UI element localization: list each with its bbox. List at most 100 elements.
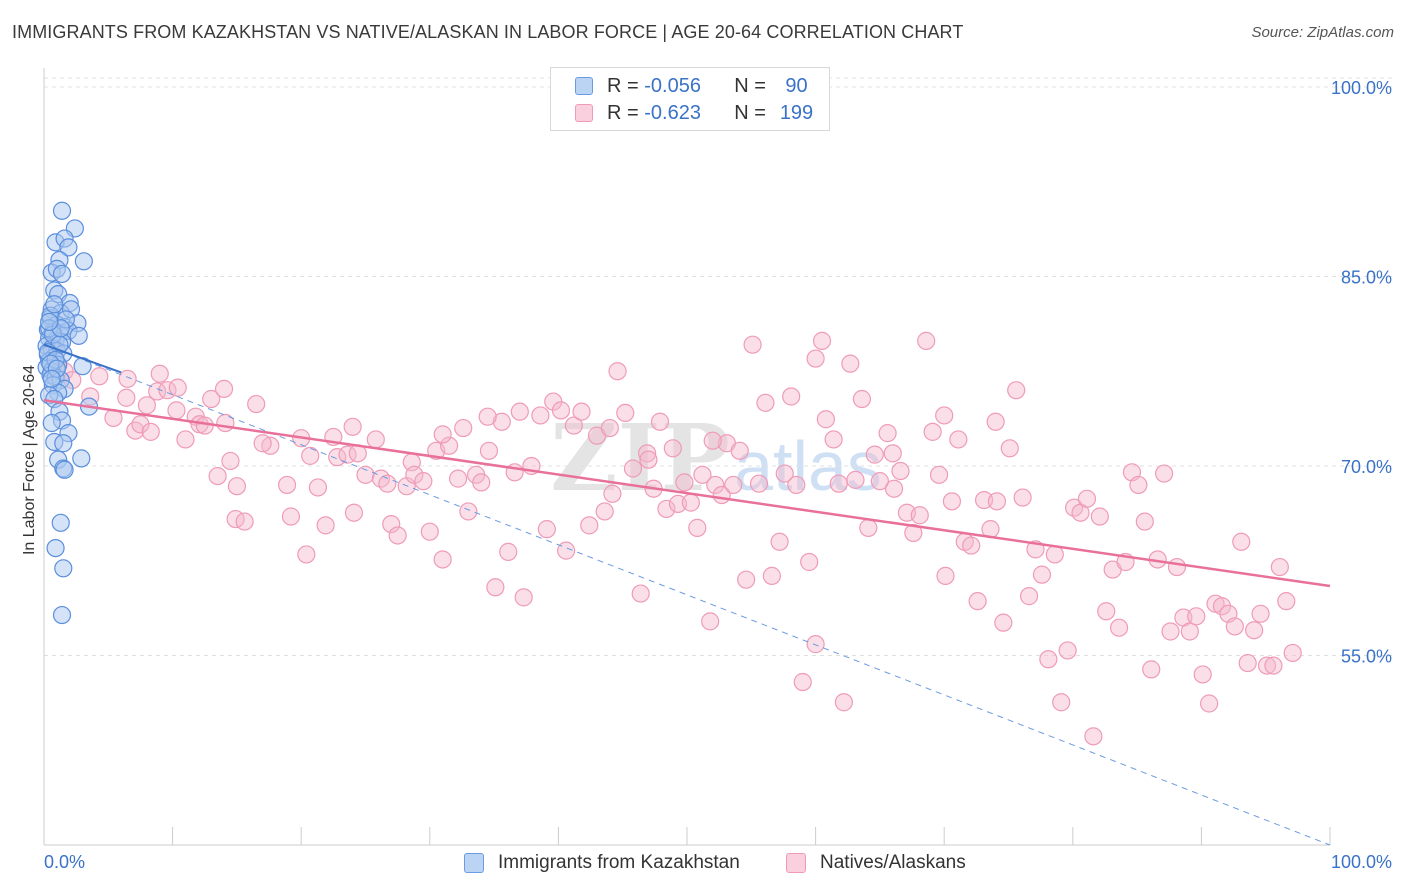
legend-r-value: -0.056 xyxy=(644,74,701,97)
data-point-natives xyxy=(141,422,160,441)
data-point-kazakhstan xyxy=(59,238,78,257)
data-point-kazakhstan xyxy=(54,434,73,453)
data-point-natives xyxy=(974,490,994,510)
data-point-kazakhstan xyxy=(40,312,59,332)
data-point-natives xyxy=(118,369,137,388)
data-point-natives xyxy=(1045,545,1064,564)
data-point-natives xyxy=(870,472,890,491)
data-point-natives xyxy=(1052,693,1071,712)
data-point-natives xyxy=(917,331,936,350)
data-point-natives xyxy=(1135,512,1154,531)
data-point-natives xyxy=(1013,488,1032,507)
data-point-natives xyxy=(603,484,622,503)
legend-label-kazakhstan: Immigrants from Kazakhstan xyxy=(498,852,740,873)
data-point-natives xyxy=(703,431,722,450)
data-point-natives xyxy=(787,475,806,495)
data-point-natives xyxy=(968,592,987,611)
data-point-natives xyxy=(478,407,497,426)
legend-swatch-pink xyxy=(786,853,806,873)
data-point-natives xyxy=(316,516,335,535)
data-point-natives xyxy=(595,502,614,521)
legend-row-kazakhstan: R = -0.056 N = 90 xyxy=(575,74,822,98)
data-point-natives xyxy=(281,507,301,526)
legend-r-label: R = xyxy=(607,101,639,124)
data-point-natives xyxy=(762,566,781,585)
data-point-natives xyxy=(749,474,769,493)
data-point-natives xyxy=(1039,650,1058,669)
data-point-natives xyxy=(1193,665,1212,684)
data-point-kazakhstan xyxy=(72,449,91,468)
data-point-kazakhstan xyxy=(54,559,73,578)
legend-swatch-blue xyxy=(464,853,484,873)
source-note: Source: ZipAtlas.com xyxy=(1251,24,1394,41)
data-point-natives xyxy=(1161,622,1180,641)
data-point-natives xyxy=(454,418,473,438)
data-point-natives xyxy=(564,416,583,435)
data-point-natives xyxy=(812,331,832,350)
data-point-natives xyxy=(90,367,109,386)
data-point-natives xyxy=(117,388,136,407)
data-point-natives xyxy=(208,466,227,486)
data-point-natives xyxy=(846,470,865,489)
data-point-natives xyxy=(806,349,825,368)
data-point-kazakhstan xyxy=(45,295,64,314)
legend-n-value: 90 xyxy=(785,74,808,97)
legend-n-label: N = xyxy=(734,74,766,97)
data-point-natives xyxy=(514,588,533,607)
data-point-natives xyxy=(730,441,749,460)
data-point-natives xyxy=(1090,507,1109,526)
data-point-natives xyxy=(297,545,316,564)
trend-line-kazakhstan xyxy=(43,343,122,374)
data-point-natives xyxy=(472,473,491,492)
data-point-natives xyxy=(1270,557,1289,577)
data-point-natives xyxy=(737,570,756,589)
y-tick-label: 85.0% xyxy=(1341,267,1392,287)
data-point-natives xyxy=(986,412,1005,431)
data-point-natives xyxy=(1245,621,1264,640)
data-point-natives xyxy=(1167,557,1187,577)
data-point-natives xyxy=(816,410,835,429)
data-point-natives xyxy=(1232,532,1251,551)
data-point-natives xyxy=(663,439,682,458)
data-point-natives xyxy=(688,518,707,537)
data-point-natives xyxy=(551,401,571,420)
data-point-kazakhstan xyxy=(51,513,70,532)
data-point-natives xyxy=(202,389,221,409)
data-point-natives xyxy=(806,635,825,654)
data-point-natives xyxy=(756,393,775,412)
data-point-natives xyxy=(936,566,955,585)
data-point-natives xyxy=(910,506,929,525)
legend-n-label: N = xyxy=(734,101,766,124)
data-point-natives xyxy=(1264,656,1283,675)
legend-row-natives: R = -0.623 N = 199 xyxy=(575,101,822,125)
data-point-natives xyxy=(439,436,459,455)
data-point-kazakhstan xyxy=(69,326,88,345)
data-point-natives xyxy=(221,451,240,471)
data-point-natives xyxy=(929,465,949,484)
y-tick-label: 100.0% xyxy=(1331,78,1392,98)
data-point-natives xyxy=(479,441,499,460)
legend-r-label: R = xyxy=(607,74,639,97)
x-tick-label-min: 0.0% xyxy=(44,852,85,872)
data-point-natives xyxy=(356,465,375,484)
data-point-kazakhstan xyxy=(42,413,61,433)
data-point-natives xyxy=(834,693,853,712)
data-point-natives xyxy=(884,479,904,498)
data-point-natives xyxy=(499,542,518,561)
data-point-natives xyxy=(859,518,878,537)
data-point-natives xyxy=(623,459,643,478)
data-point-natives xyxy=(1238,653,1257,673)
legend-item-kazakhstan: Immigrants from Kazakhstan xyxy=(464,852,740,874)
data-point-natives xyxy=(150,364,169,383)
data-point-natives xyxy=(942,492,962,511)
data-point-natives xyxy=(782,387,801,406)
data-point-natives xyxy=(167,401,186,420)
trend-line-kazakhstan-extended xyxy=(43,344,1331,846)
data-point-natives xyxy=(572,402,591,421)
data-point-natives xyxy=(247,394,266,414)
data-point-natives xyxy=(343,417,362,436)
data-point-natives xyxy=(1283,643,1302,663)
y-tick-label: 70.0% xyxy=(1341,457,1392,477)
data-point-natives xyxy=(459,502,478,521)
